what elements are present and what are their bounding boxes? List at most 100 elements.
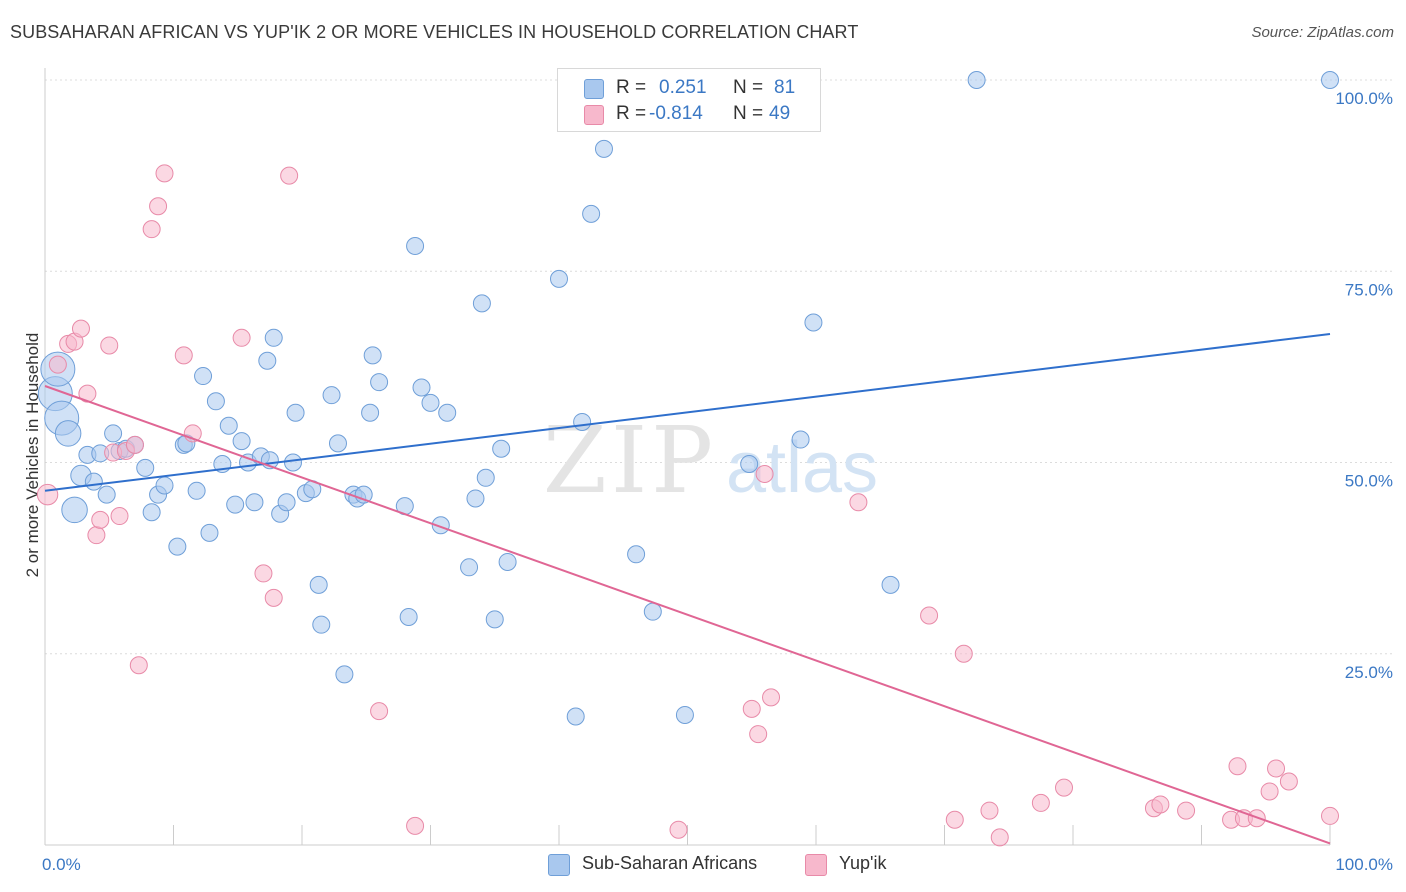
data-point: [245, 493, 264, 512]
data-point: [1321, 71, 1339, 89]
data-point: [264, 588, 283, 607]
data-point: [498, 552, 517, 571]
tick-labels: 25.0% 50.0% 75.0% 100.0% 0.0% 100.0%: [42, 89, 1393, 874]
data-point: [669, 820, 688, 839]
data-point: [200, 523, 219, 542]
legend-n-value: 49: [769, 103, 791, 124]
source-label: Source: ZipAtlas.com: [1251, 24, 1394, 41]
data-point: [1031, 793, 1050, 812]
data-point: [791, 430, 810, 449]
data-point: [1177, 801, 1196, 820]
data-point: [1279, 772, 1298, 791]
data-point: [149, 197, 168, 216]
data-point: [1228, 757, 1247, 776]
data-point: [594, 139, 613, 158]
data-point: [309, 575, 328, 594]
data-point: [476, 468, 495, 487]
bottom-legend-label: Yup'ik: [839, 853, 887, 873]
trend-line-subsaharan: [44, 332, 1331, 492]
data-point: [155, 476, 174, 495]
data-point: [226, 495, 245, 514]
data-point: [627, 545, 646, 564]
data-point: [284, 453, 303, 472]
grid-lines: [45, 79, 1393, 655]
data-point: [1055, 778, 1074, 797]
data-point: [104, 424, 123, 443]
legend-swatch-subsaharan: [584, 79, 604, 99]
data-point: [335, 665, 354, 684]
data-point: [406, 816, 425, 835]
trend-line-yupik: [44, 385, 1331, 845]
data-point: [566, 707, 585, 726]
data-point: [361, 403, 380, 422]
trend-lines: [44, 332, 1331, 845]
data-point: [370, 373, 389, 392]
data-point: [97, 485, 116, 504]
y-tick-label: 100.0%: [1335, 89, 1393, 108]
legend: R = 0.251 N = 81 R = -0.814 N = 49: [557, 68, 821, 132]
data-point: [438, 403, 457, 422]
series-yupik: [36, 164, 1339, 847]
data-point: [920, 606, 939, 625]
bottom-legend-swatch-yupik: [805, 854, 827, 876]
data-point: [573, 412, 592, 431]
x-tick-label: 0.0%: [42, 855, 81, 874]
data-point: [286, 403, 305, 422]
data-point: [675, 705, 694, 724]
data-point: [100, 336, 119, 355]
data-point: [472, 294, 491, 313]
data-point: [277, 493, 296, 512]
data-points: [36, 71, 1339, 847]
data-point: [71, 319, 90, 338]
data-point: [421, 393, 440, 412]
data-point: [755, 464, 774, 483]
data-point: [582, 204, 601, 223]
legend-n-label: N =: [733, 103, 764, 124]
data-point: [232, 328, 251, 347]
legend-r-value: 0.251: [659, 77, 707, 98]
data-point: [492, 439, 511, 458]
y-tick-label: 75.0%: [1345, 280, 1393, 299]
data-point: [232, 432, 251, 451]
data-point: [264, 328, 283, 347]
data-point: [1151, 795, 1170, 814]
data-point: [370, 702, 389, 721]
data-point: [322, 386, 341, 405]
data-point: [187, 481, 206, 500]
legend-row-subsaharan: R = 0.251 N = 81: [558, 75, 820, 103]
data-point: [254, 564, 273, 583]
data-point: [84, 472, 103, 491]
data-point: [280, 166, 299, 185]
data-point: [312, 615, 331, 634]
data-point: [466, 489, 485, 508]
data-point: [954, 644, 973, 663]
data-point: [194, 367, 213, 386]
axes: [44, 68, 1331, 846]
data-point: [258, 351, 277, 370]
data-point: [849, 493, 868, 512]
data-point: [1321, 806, 1339, 825]
legend-n-value: 81: [774, 77, 796, 98]
data-point: [91, 510, 110, 529]
data-point: [1267, 759, 1286, 778]
data-point: [1260, 782, 1279, 801]
legend-r-value: -0.814: [649, 103, 703, 124]
bottom-legend-label: Sub-Saharan Africans: [582, 853, 758, 873]
data-point: [142, 503, 161, 522]
chart-title: SUBSAHARAN AFRICAN VS YUP'IK 2 OR MORE V…: [10, 22, 859, 42]
data-point: [749, 725, 768, 744]
data-point: [48, 355, 67, 374]
data-point: [363, 346, 382, 365]
data-point: [219, 416, 238, 435]
data-point: [990, 828, 1009, 847]
data-point: [36, 483, 59, 506]
y-tick-label: 25.0%: [1345, 663, 1393, 682]
data-point: [136, 458, 155, 477]
data-point: [643, 602, 662, 621]
data-point: [431, 516, 450, 535]
data-point: [406, 237, 425, 256]
data-point: [61, 496, 88, 524]
data-point: [399, 608, 418, 627]
data-point: [125, 435, 144, 454]
